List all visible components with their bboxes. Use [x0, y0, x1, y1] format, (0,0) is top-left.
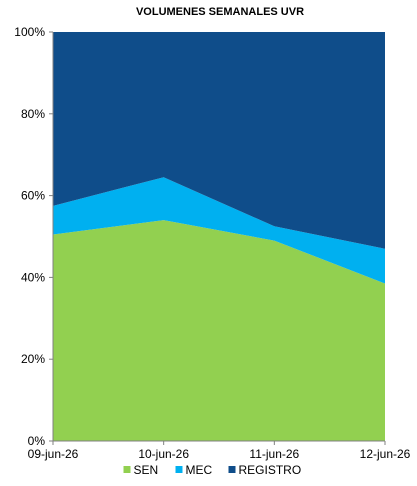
legend-label-sen: SEN — [134, 463, 159, 477]
area-series-mec — [53, 177, 385, 284]
y-tick-label: 20% — [21, 352, 45, 366]
legend-swatch-registro — [228, 466, 236, 473]
x-tick-label: 10-jun-26 — [138, 447, 189, 461]
x-tick-label: 11-jun-26 — [249, 447, 299, 461]
y-tick-label: 40% — [21, 270, 45, 284]
area-series-sen — [53, 220, 385, 441]
y-tick-label: 60% — [21, 189, 45, 203]
area-series-registro — [53, 32, 385, 249]
x-tick-label: 09-jun-26 — [28, 447, 79, 461]
legend-label-mec: MEC — [186, 463, 213, 477]
y-tick-label: 0% — [28, 434, 46, 448]
legend-label-registro: REGISTRO — [239, 463, 302, 477]
chart-title: VOLUMENES SEMANALES UVR — [136, 6, 304, 18]
y-tick-label: 100% — [14, 25, 45, 39]
axes-group: 0% 20% 40% 60% 80% 100% 09-jun-26 10-jun-26 11-j… — [14, 25, 410, 461]
area-series-group — [53, 32, 385, 441]
legend: SEN MEC REGISTRO — [123, 463, 302, 477]
x-tick-label: 12-jun-26 — [360, 447, 411, 461]
y-tick-label: 80% — [21, 107, 45, 121]
legend-swatch-sen — [123, 466, 131, 473]
legend-swatch-mec — [175, 466, 183, 473]
